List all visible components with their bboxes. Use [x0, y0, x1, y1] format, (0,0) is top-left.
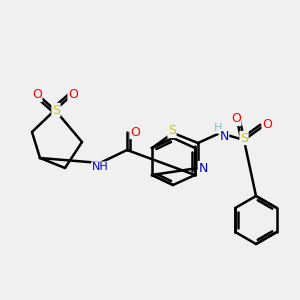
Text: N: N	[198, 161, 208, 175]
Text: O: O	[130, 125, 140, 139]
Text: O: O	[262, 118, 272, 131]
Text: O: O	[68, 88, 78, 101]
Text: O: O	[32, 88, 42, 101]
Text: S: S	[52, 103, 60, 116]
Text: H: H	[214, 123, 222, 133]
Text: S: S	[168, 124, 176, 137]
Text: S: S	[240, 131, 248, 145]
Text: N: N	[219, 130, 229, 142]
Text: O: O	[231, 112, 241, 125]
Text: NH: NH	[92, 162, 108, 172]
